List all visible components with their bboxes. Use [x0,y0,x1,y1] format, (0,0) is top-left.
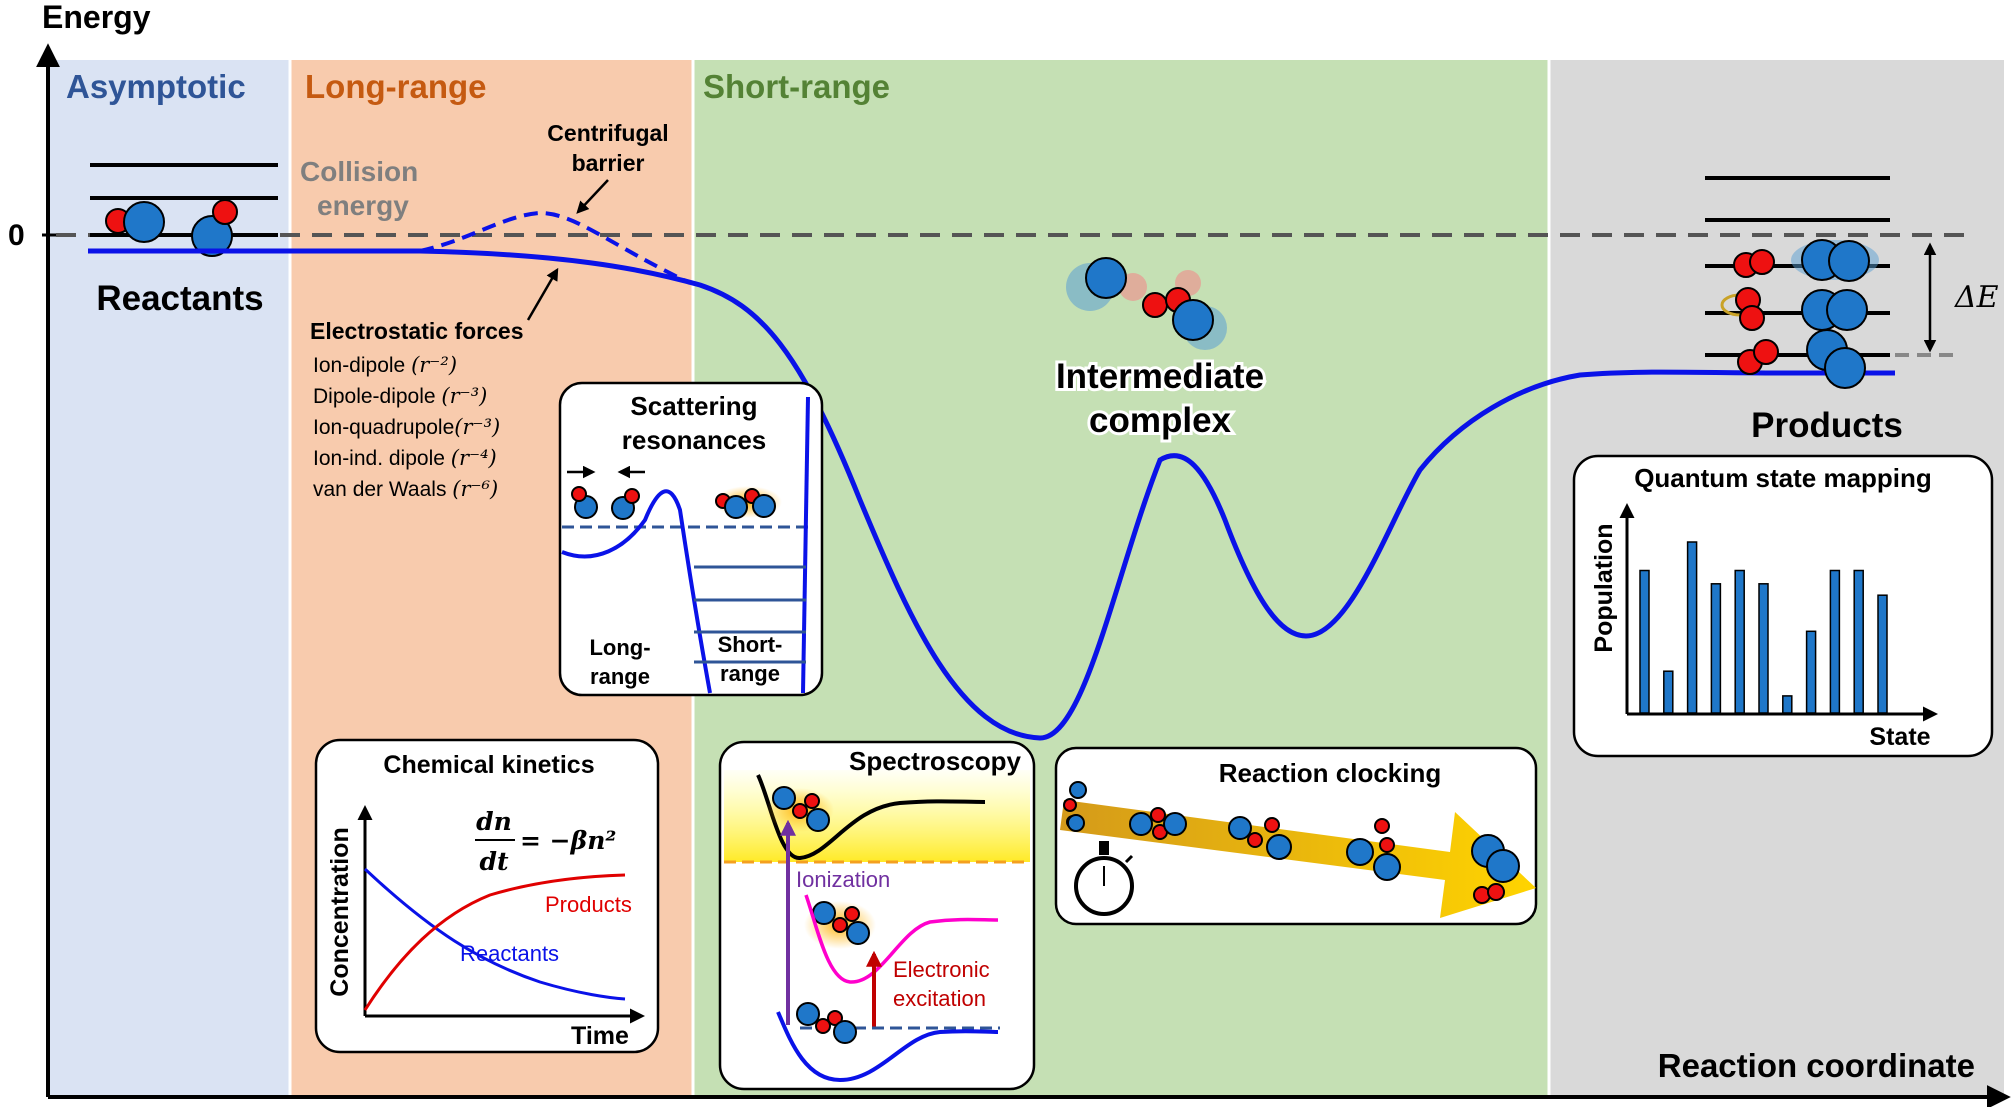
electrostatic-force-item: van der Waals (r⁻⁶) [313,477,498,501]
quantum-population-bars [1639,541,1888,714]
quantum-bar [1758,583,1769,714]
products-label: Products [1751,406,1903,445]
intermediate-complex-label-line1: Intermediate [1056,357,1264,396]
reactant-energy-levels [90,163,278,237]
stopwatch-icon [1074,841,1134,916]
electrostatic-force-name: Ion-ind. dipole [313,447,451,470]
centrifugal-barrier-curve [419,210,691,285]
kinetics-equation-numerator: dn [476,807,512,836]
quantum-bar [1829,569,1841,714]
scattering-short-range-label-line2: range [720,661,780,686]
spectroscopy-ionization-label: Ionization [796,867,890,892]
spectroscopy-title: Spectroscopy [849,746,1021,776]
quantum-title: Quantum state mapping [1634,463,1932,493]
scattering-resonances-inset: Scattering resonances Long- range Short-… [558,381,824,697]
kinetics-products-label: Products [545,892,632,917]
reactants-label: Reactants [96,279,263,318]
intermediate-complex-label-line2: complex [1089,401,1232,440]
quantum-y-label: Population [1590,523,1618,652]
quantum-bar [1805,630,1817,714]
kinetics-reactants-curve [363,867,626,1001]
kinetics-reactants-label: Reactants [460,941,559,966]
electrostatic-forces-title: Electrostatic forces [310,318,523,344]
spectroscopy-electronic-label-line1: Electronic [893,957,990,982]
scattering-short-range-label-line1: Short- [718,632,783,657]
quantum-bar [1710,583,1722,714]
kinetics-equation-rhs: = −βn² [520,826,616,855]
electrostatic-force-name: van der Waals [313,478,452,501]
electrostatic-force-name: Ion-dipole [313,354,411,377]
electrostatic-force-power: (r⁻²) [411,353,457,377]
collision-energy-label-line1: Collision [300,156,418,187]
electrostatic-force-power: (r⁻³) [454,415,500,439]
electrostatic-force-item: Ion-dipole (r⁻²) [313,353,457,377]
scattering-long-range-label-line2: range [590,664,650,689]
region-asymptotic-bg [48,60,290,1097]
quantum-bar [1853,569,1864,714]
y-axis-label: Energy [42,0,151,35]
kinetics-x-label: Time [571,1022,629,1050]
spectroscopy-electronic-label-line2: excitation [893,986,986,1011]
delta-e-label: ΔE [1954,280,1999,315]
region-title-short-range: Short-range [703,68,890,105]
quantum-bar [1686,541,1698,714]
scattering-long-range-label-line1: Long- [589,635,650,660]
chemical-kinetics-inset: Chemical kinetics Concentration Time dn … [314,738,660,1054]
quantum-bar [1734,569,1745,714]
electrostatic-forces-list: Ion-dipole (r⁻²)Dipole-dipole (r⁻³)Ion-q… [313,353,500,501]
centrifugal-barrier-arrow [576,179,609,214]
reactant-molecules [105,199,238,257]
zero-energy-label: 0 [8,219,25,252]
electrostatic-force-name: Ion-quadrupole [313,416,454,439]
kinetics-y-label: Concentration [326,827,354,996]
quantum-bar [1663,670,1674,714]
scattering-title-line1: Scattering [630,391,757,421]
electrostatic-forces-arrow [526,267,559,321]
kinetics-products-curve [363,873,626,1011]
quantum-bar [1639,569,1650,714]
electrostatic-force-power: (r⁻⁴) [451,446,497,470]
x-axis-label: Reaction coordinate [1658,1047,1975,1084]
spectroscopy-inset: Spectroscopy Ionization Electronic excit… [718,740,1036,1091]
kinetics-title: Chemical kinetics [383,751,594,779]
electrostatic-force-power: (r⁻⁶) [452,477,498,501]
quantum-bar [1877,594,1888,714]
collision-energy-label-line2: energy [317,190,409,221]
kinetics-equation-denominator: dt [479,847,508,876]
electrostatic-force-item: Dipole-dipole (r⁻³) [313,384,487,408]
electrostatic-force-power: (r⁻³) [441,384,487,408]
region-title-long-range: Long-range [305,68,486,105]
electrostatic-force-item: Ion-ind. dipole (r⁻⁴) [313,446,497,470]
product-molecules [1720,239,1879,389]
electrostatic-force-item: Ion-quadrupole(r⁻³) [313,415,500,439]
clocking-title: Reaction clocking [1219,758,1442,788]
potential-energy-curve [88,248,1895,741]
quantum-x-label: State [1869,723,1930,751]
quantum-state-mapping-inset: Quantum state mapping Population State [1572,454,1994,758]
centrifugal-barrier-label-line2: barrier [572,150,645,176]
centrifugal-barrier-label-line1: Centrifugal [547,120,668,146]
reaction-clocking-inset: Reaction clocking [1054,746,1538,926]
electrostatic-force-name: Dipole-dipole [313,385,441,408]
quantum-bar [1782,695,1793,714]
intermediate-complex-molecules [1066,257,1227,350]
region-title-asymptotic: Asymptotic [66,68,246,105]
scattering-title-line2: resonances [622,425,767,455]
